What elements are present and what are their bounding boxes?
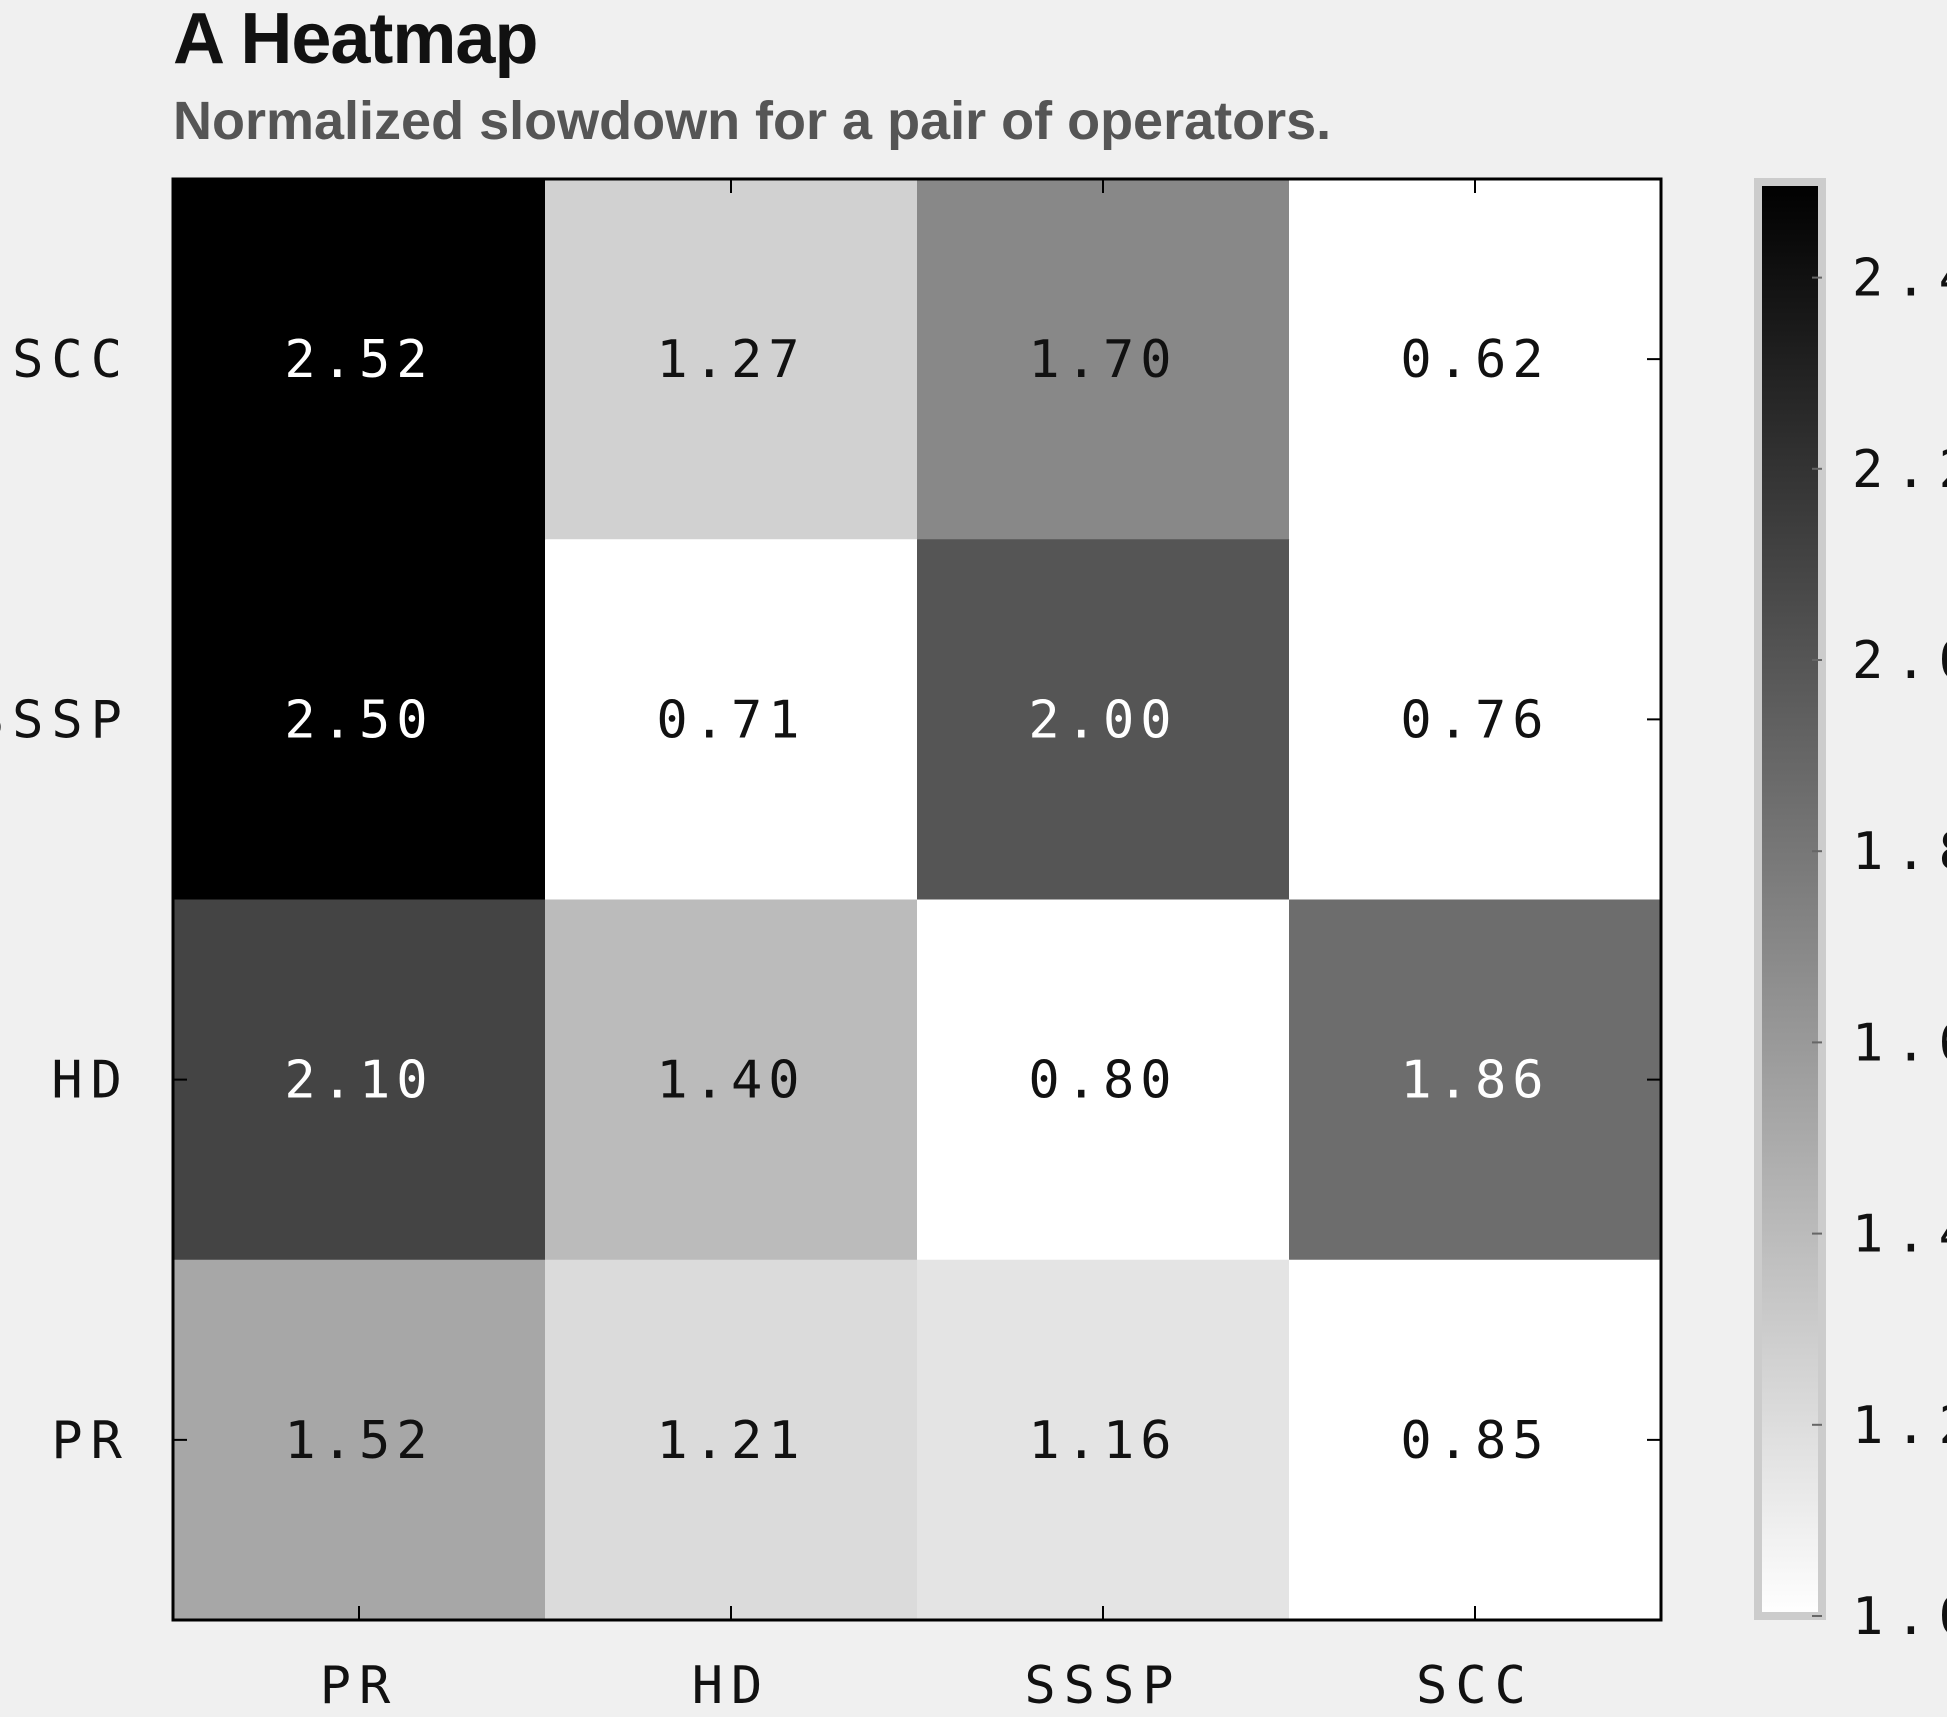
cell-value-label: 1.86: [1400, 1051, 1549, 1111]
x-tick-label: SCC: [1416, 1656, 1534, 1716]
heatmap-cell: [545, 539, 918, 900]
cell-value-label: 1.52: [284, 1411, 433, 1471]
cell-value-label: 1.70: [1028, 330, 1177, 390]
x-tick-label: HD: [692, 1656, 771, 1716]
heatmap-cell: [173, 899, 546, 1261]
heatmap-cell: [545, 179, 918, 540]
heatmap-cell: [173, 539, 546, 900]
heatmap-cell: [917, 1259, 1290, 1621]
heatmap-cell: [1289, 179, 1662, 540]
heatmap-cell: [917, 539, 1290, 900]
colorbar-tick-label: 2.4: [1852, 249, 1947, 309]
cell-value-label: 2.52: [284, 330, 433, 390]
plot-frame: [171, 177, 1663, 1622]
colorbar-tick-label: 1.0: [1852, 1587, 1947, 1647]
heatmap-cell: [545, 1259, 918, 1621]
cell-value-label: 1.40: [656, 1051, 805, 1111]
cell-value-label: 1.21: [656, 1411, 805, 1471]
heatmap-cell: [173, 1259, 546, 1621]
colorbar-tick-label: 1.4: [1852, 1205, 1947, 1265]
heatmap-cell: [917, 899, 1290, 1261]
colorbar-tick-label: 2.2: [1852, 440, 1947, 500]
colorbar-tick-label: 1.2: [1852, 1396, 1947, 1456]
colorbar-tick-label: 2.0: [1852, 631, 1947, 691]
y-tick-label: SCC: [12, 330, 130, 390]
heatmap-cell: [917, 179, 1290, 540]
heatmap-cell: [1289, 1259, 1662, 1621]
cell-value-label: 0.85: [1400, 1411, 1549, 1471]
heatmap-cell: [1289, 899, 1662, 1261]
chart-subtitle: Normalized slowdown for a pair of operat…: [173, 91, 1332, 151]
cell-value-label: 2.50: [284, 690, 433, 750]
cell-value-label: 1.16: [1028, 1411, 1177, 1471]
colorbar-tick-label: 1.8: [1852, 822, 1947, 882]
y-tick-label: HD: [51, 1051, 130, 1111]
heatmap-cell: [1289, 539, 1662, 900]
y-tick-label: PR: [51, 1411, 130, 1471]
x-tick-label: SSSP: [1024, 1656, 1181, 1716]
cell-value-label: 2.10: [284, 1051, 433, 1111]
cell-value-label: 2.00: [1028, 690, 1177, 750]
cell-value-label: 1.27: [656, 330, 805, 390]
colorbar: [1754, 178, 1826, 1620]
cell-value-label: 0.71: [656, 690, 805, 750]
cell-value-label: 0.80: [1028, 1051, 1177, 1111]
x-tick-label: PR: [320, 1656, 399, 1716]
heatmap-cell: [545, 899, 918, 1261]
colorbar-tick-label: 1.6: [1852, 1013, 1947, 1073]
y-tick-label: SSSP: [0, 690, 130, 750]
heatmap-cell: [173, 179, 546, 540]
cell-value-label: 0.62: [1400, 330, 1549, 390]
cell-value-label: 0.76: [1400, 690, 1549, 750]
chart-title: A Heatmap: [173, 0, 538, 79]
